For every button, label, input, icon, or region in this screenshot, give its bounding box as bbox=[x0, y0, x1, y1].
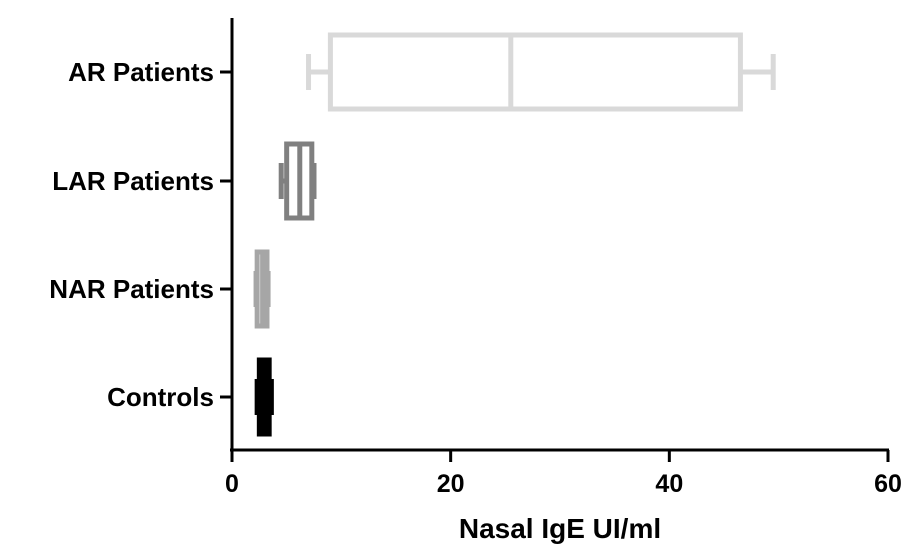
box-controls bbox=[254, 357, 274, 437]
x-axis-label: Nasal IgE UI/ml bbox=[459, 513, 661, 544]
x-tick-label: 60 bbox=[874, 470, 902, 498]
labels-layer: 0 20 40 60 Nasal IgE UI/ml AR Patients LAR Pat… bbox=[49, 57, 902, 544]
category-label: AR Patients bbox=[68, 57, 214, 87]
category-label: Controls bbox=[107, 382, 214, 412]
axes-layer bbox=[220, 18, 890, 462]
x-tick-label: 40 bbox=[655, 470, 683, 498]
box-iqr bbox=[327, 32, 743, 112]
box-nar-patients bbox=[253, 249, 271, 329]
x-tick-label: 20 bbox=[437, 470, 465, 498]
category-label: LAR Patients bbox=[52, 166, 214, 196]
boxes-layer bbox=[253, 32, 776, 437]
x-tick-label: 0 bbox=[225, 470, 239, 498]
box-ar-patients bbox=[306, 32, 776, 112]
category-label: NAR Patients bbox=[49, 274, 214, 304]
box-lar-patients bbox=[278, 141, 317, 221]
